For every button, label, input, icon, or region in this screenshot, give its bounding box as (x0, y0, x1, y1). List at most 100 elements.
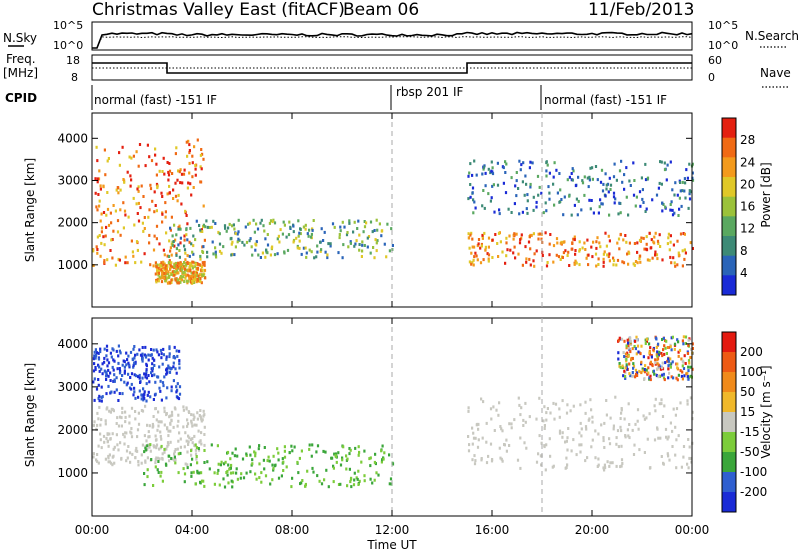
velocity-colorbar-swatch (722, 452, 736, 473)
power-cell (169, 246, 172, 250)
velocity-cell (322, 449, 325, 453)
power-cell (281, 232, 284, 236)
power-cell (307, 234, 310, 238)
velocity-cell (335, 460, 338, 464)
power-cell (475, 254, 478, 258)
power-cell (167, 255, 171, 258)
power-cell (172, 240, 175, 243)
power-cell (581, 246, 584, 250)
power-ytick-label: 4000 (57, 131, 88, 145)
velocity-cell (163, 447, 166, 451)
power-cell (361, 249, 364, 253)
power-cell (151, 199, 154, 203)
power-cell (135, 202, 138, 206)
velocity-cell (499, 456, 502, 460)
velocity-colorbar-swatch (722, 412, 736, 433)
power-cell (271, 220, 274, 224)
power-cell (140, 184, 143, 188)
power-cell (522, 161, 525, 165)
power-colorbar-tick: 4 (740, 266, 748, 280)
velocity-cell (272, 454, 275, 458)
time-tick-label: 00:00 (75, 523, 110, 537)
power-cell (187, 139, 190, 143)
velocity-cell (109, 391, 112, 395)
velocity-cell (638, 448, 641, 452)
power-cell (259, 221, 262, 225)
power-cell (190, 277, 193, 280)
velocity-cell (528, 415, 531, 419)
velocity-cell (199, 415, 202, 419)
velocity-cell (96, 453, 99, 456)
velocity-cell (133, 390, 136, 394)
velocity-cell (627, 346, 630, 350)
velocity-cell (123, 442, 126, 446)
power-cell (292, 224, 295, 228)
velocity-cell (627, 341, 630, 345)
velocity-cell (659, 436, 662, 440)
velocity-cell (654, 361, 657, 365)
velocity-cell (666, 359, 669, 363)
velocity-cell (176, 382, 179, 386)
power-cell (177, 261, 180, 265)
power-cell (625, 166, 628, 170)
velocity-cell (118, 349, 121, 353)
power-cell (468, 260, 471, 264)
velocity-cell (132, 393, 135, 397)
power-cell (657, 242, 660, 245)
power-cell (152, 264, 155, 268)
power-cell (148, 208, 151, 212)
power-cell (186, 273, 189, 277)
velocity-cell (650, 355, 653, 359)
power-cell (195, 271, 198, 275)
velocity-cell (674, 413, 677, 417)
power-cell (203, 263, 206, 267)
velocity-colorbar-swatch (722, 492, 736, 513)
power-cell (266, 251, 269, 255)
power-cell (178, 255, 181, 259)
power-cell (523, 193, 526, 197)
power-cell (167, 261, 170, 265)
power-cell (502, 181, 505, 185)
power-cell (642, 236, 645, 240)
power-cell (677, 251, 680, 255)
power-cell (188, 254, 191, 258)
velocity-cell (142, 395, 145, 399)
velocity-cell (116, 443, 119, 447)
power-cell (600, 168, 604, 172)
velocity-cell (183, 480, 186, 484)
power-cell (691, 178, 695, 182)
velocity-cell (622, 351, 625, 355)
velocity-cell (500, 457, 503, 461)
power-cell (563, 240, 566, 244)
power-cell (116, 186, 119, 189)
velocity-cell (152, 398, 155, 401)
velocity-cell (156, 456, 160, 460)
power-cell (605, 187, 608, 191)
power-cell (616, 258, 620, 262)
power-cell (602, 257, 605, 261)
power-cell (369, 220, 373, 224)
velocity-cell (153, 373, 156, 377)
power-cell (177, 169, 180, 173)
velocity-cell (619, 465, 622, 469)
velocity-cell (664, 361, 667, 365)
velocity-cell (634, 339, 637, 343)
velocity-cell (670, 348, 673, 352)
velocity-cell (648, 342, 651, 346)
freq-series-line (92, 62, 692, 74)
velocity-cell (642, 414, 645, 418)
velocity-cell (264, 474, 268, 478)
velocity-cell (255, 477, 258, 481)
velocity-cell (380, 460, 383, 464)
power-cell (388, 249, 391, 253)
power-cell (487, 192, 490, 196)
power-cell (639, 204, 642, 208)
power-cell (204, 225, 207, 229)
velocity-cell (687, 369, 690, 373)
velocity-cell (184, 462, 187, 466)
power-cell (622, 238, 625, 242)
velocity-cell (626, 367, 629, 371)
velocity-cell (109, 410, 112, 414)
velocity-cell (315, 450, 318, 454)
power-cell (194, 277, 197, 281)
